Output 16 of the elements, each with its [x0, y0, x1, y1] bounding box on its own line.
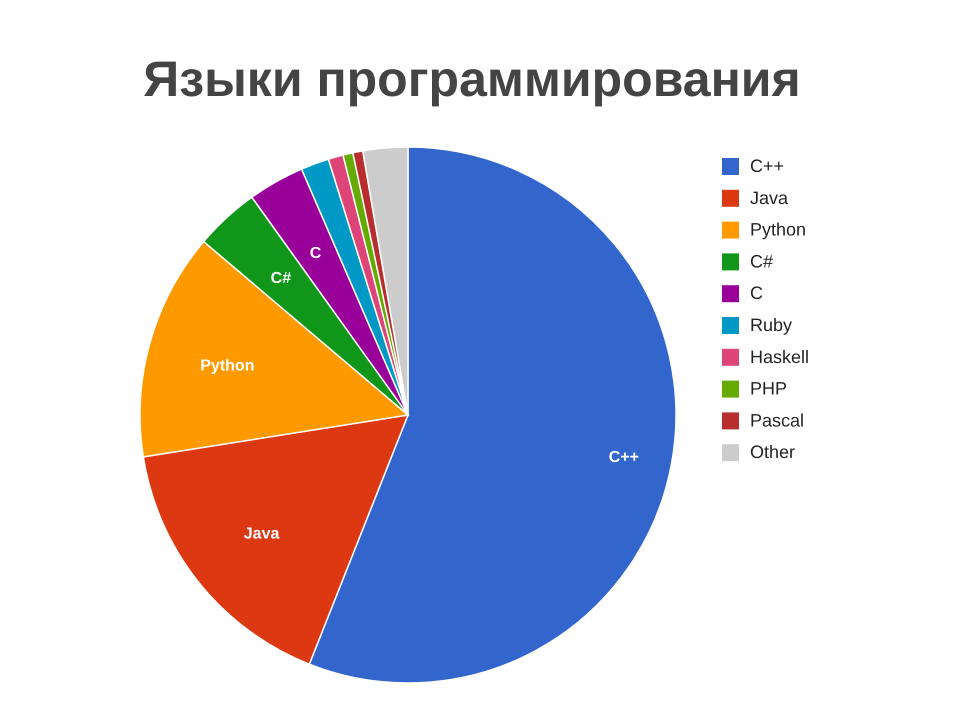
legend-label: C# — [750, 251, 774, 272]
legend-label: Python — [750, 220, 806, 240]
legend-label: Other — [750, 442, 796, 462]
legend-label: Haskell — [750, 346, 810, 367]
chart-title: Языки программирования — [143, 51, 801, 107]
slice-label: C — [310, 244, 322, 262]
legend-label: Ruby — [750, 315, 792, 335]
legend-label: Java — [750, 188, 790, 208]
slice-label: C++ — [608, 449, 639, 466]
legend-label: C — [750, 283, 763, 304]
slice-label: C# — [270, 270, 292, 288]
slice-label: Java — [244, 525, 280, 542]
legend-label: Pascal — [750, 410, 804, 430]
legend-label: PHP — [750, 378, 788, 399]
legend-label: C++ — [750, 156, 784, 176]
slice-label: Python — [200, 357, 254, 374]
